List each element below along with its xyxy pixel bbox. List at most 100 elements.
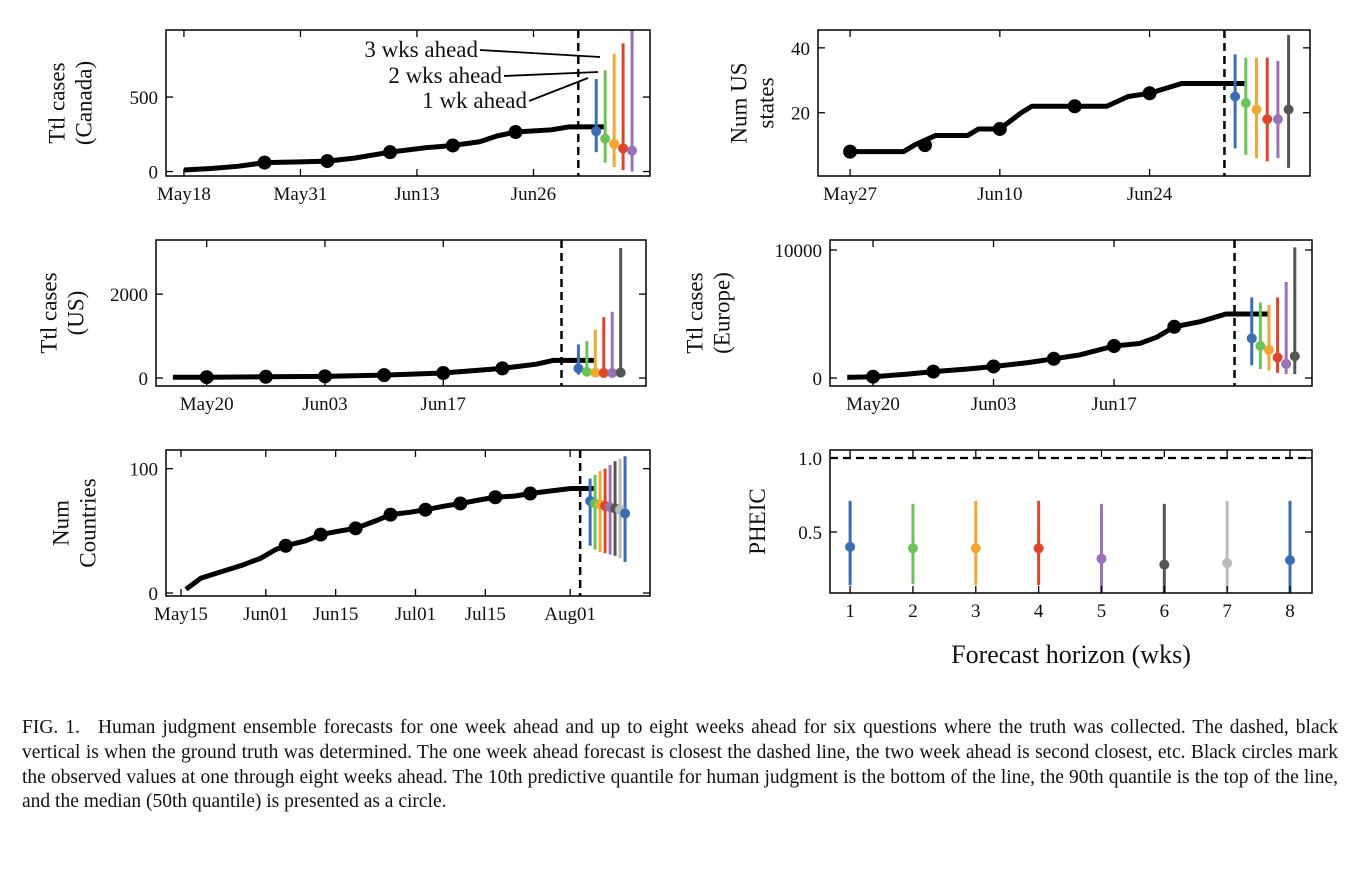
- annotation: 2 wks ahead: [388, 63, 502, 88]
- axes-frame: [165, 29, 651, 177]
- observed-point: [1046, 351, 1061, 366]
- forecast-median: [620, 508, 631, 519]
- x-tick-label: May27: [823, 184, 877, 205]
- observed-point: [1067, 99, 1082, 114]
- forecast-median: [590, 367, 601, 378]
- forecast-median: [598, 367, 609, 378]
- x-tick-label: 4: [1034, 601, 1044, 622]
- y-tick-label: 0: [139, 369, 149, 390]
- y-axis-label: Countries: [76, 478, 101, 567]
- plot-area: [843, 30, 1294, 176]
- y-tick-label: 0: [813, 369, 823, 390]
- observed-point: [866, 369, 881, 384]
- observed-point: [418, 502, 433, 517]
- y-axis-label: states: [754, 77, 779, 128]
- observed-point: [436, 365, 451, 380]
- forecast-median: [1272, 352, 1283, 363]
- y-axis-label: (US): [64, 291, 89, 336]
- x-tick-label: Jun15: [313, 604, 358, 625]
- x-tick-label: Aug01: [544, 604, 596, 625]
- forecast-median: [1246, 333, 1257, 344]
- y-axis-label: Ttl cases: [37, 272, 62, 353]
- forecast-median: [1251, 104, 1262, 115]
- forecast-median: [845, 541, 856, 552]
- observed-line: [850, 81, 1246, 155]
- y-axis-label: (Europe): [710, 272, 735, 354]
- x-tick-label: May20: [180, 394, 234, 415]
- y-axis-label: Num: [49, 500, 74, 546]
- observed-line: [172, 357, 596, 380]
- forecast-median: [1255, 340, 1266, 351]
- forecast-median: [1159, 559, 1170, 570]
- observed-point: [508, 125, 523, 140]
- observed-point: [445, 138, 460, 153]
- forecast-median: [1240, 98, 1251, 108]
- plot-area: [184, 450, 631, 596]
- forecast-median: [1283, 104, 1294, 115]
- y-tick-label: 100: [130, 460, 159, 481]
- forecast-median: [1272, 114, 1283, 125]
- observed-point: [313, 527, 328, 542]
- x-tick-label: Jun03: [971, 394, 1016, 415]
- observed-line: [184, 486, 596, 592]
- x-tick-label: 2: [908, 601, 918, 622]
- x-tick-label: May20: [846, 394, 900, 415]
- forecast-median: [1033, 543, 1044, 554]
- observed-point: [488, 490, 503, 505]
- x-tick-label: 7: [1222, 601, 1232, 622]
- forecast-median: [615, 367, 626, 378]
- annotation-pointer: [528, 77, 589, 102]
- annotation: 1 wk ahead: [422, 88, 527, 113]
- observed-point: [1142, 86, 1157, 101]
- observed-line: [847, 311, 1269, 380]
- caption: FIG. 1. Human judgment ensemble forecasts…: [22, 716, 1338, 815]
- observed-point: [843, 144, 858, 159]
- forecast-median: [609, 138, 620, 149]
- annotation-pointer: [503, 71, 599, 77]
- observed-point: [1107, 338, 1122, 353]
- y-tick-label: 20: [791, 104, 810, 125]
- forecast-median: [600, 133, 611, 144]
- y-axis-label: Ttl cases: [683, 272, 708, 353]
- observed-point: [377, 368, 392, 383]
- x-tick-label: May31: [274, 184, 328, 205]
- forecast-median: [627, 145, 638, 156]
- x-tick-label: Jun17: [421, 394, 466, 415]
- observed-point: [199, 370, 214, 385]
- annotation-pointer: [479, 49, 601, 58]
- y-tick-label: 10000: [775, 241, 823, 262]
- annotation: 3 wks ahead: [364, 37, 478, 62]
- forecast-median: [591, 126, 602, 137]
- observed-point: [986, 359, 1001, 374]
- y-tick-label: 2000: [110, 285, 148, 306]
- x-tick-label: May15: [154, 604, 208, 625]
- forecast-median: [1281, 358, 1292, 369]
- x-tick-label: Jun13: [394, 184, 439, 205]
- forecast-median: [607, 367, 618, 378]
- observed-point: [278, 538, 293, 553]
- y-tick-label: 1.0: [798, 449, 822, 470]
- plot-area: [847, 240, 1300, 386]
- observed-point: [926, 364, 941, 379]
- forecast-median: [573, 363, 584, 374]
- x-tick-label: Jun26: [511, 184, 556, 205]
- axes-frame: [155, 239, 647, 387]
- x-axis-label: Forecast horizon (wks): [951, 640, 1191, 669]
- x-tick-label: 6: [1160, 601, 1170, 622]
- observed-point: [992, 121, 1007, 136]
- observed-point: [320, 154, 335, 169]
- x-tick-label: 3: [971, 601, 981, 622]
- y-axis-label: Ttl cases: [45, 62, 70, 143]
- x-tick-label: Jun10: [977, 184, 1022, 205]
- forecast-median: [618, 143, 629, 154]
- plot-area: [830, 456, 1312, 593]
- y-axis-label: (Canada): [72, 61, 97, 145]
- observed-point: [348, 521, 363, 536]
- x-tick-label: Jun24: [1127, 184, 1173, 205]
- axes-frame: [829, 239, 1313, 387]
- y-tick-label: 0: [149, 584, 159, 605]
- forecast-median: [1230, 91, 1241, 102]
- x-tick-label: Jun01: [243, 604, 288, 625]
- y-axis-label: Num US: [727, 62, 752, 143]
